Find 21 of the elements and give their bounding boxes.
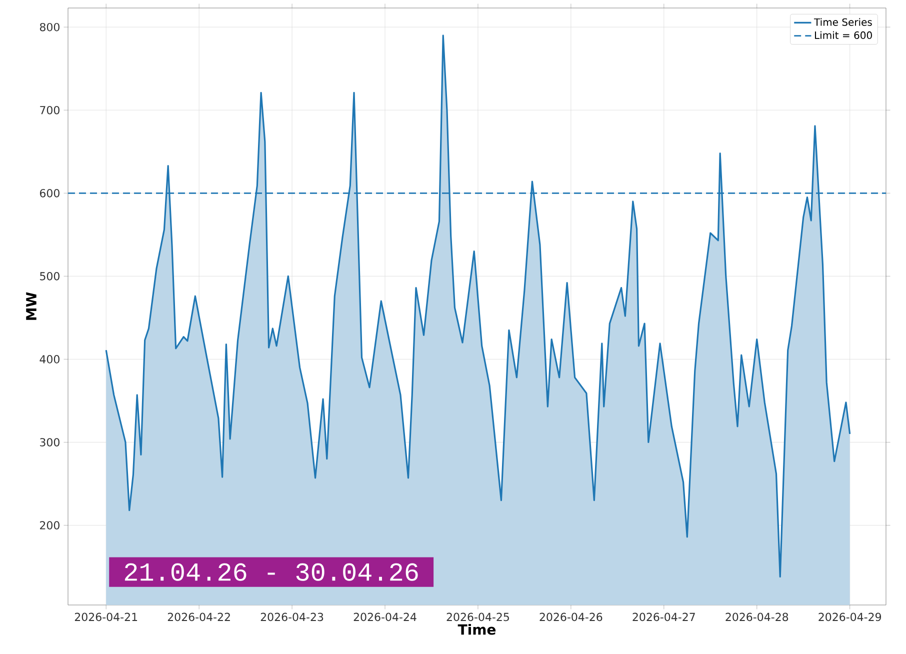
y-tick-label: 800 <box>40 22 60 32</box>
x-tick-label: 2026-04-26 <box>540 612 602 622</box>
y-axis-title: MW <box>26 292 36 320</box>
x-tick-label: 2026-04-27 <box>632 612 695 622</box>
legend-label: Limit = 600 <box>814 31 872 39</box>
y-tick-label: 500 <box>40 272 60 280</box>
x-tick-label: 2026-04-29 <box>818 612 882 622</box>
y-tick-label: 300 <box>40 438 60 446</box>
x-tick-label: 2026-04-24 <box>354 612 416 622</box>
x-tick-label: 2026-04-21 <box>74 612 138 622</box>
x-tick-label: 2026-04-23 <box>260 612 324 622</box>
y-tick-label: 200 <box>40 521 60 530</box>
y-tick-label: 400 <box>40 355 60 364</box>
x-tick-label: 2026-04-25 <box>446 612 509 622</box>
x-axis-title: Time <box>458 624 496 635</box>
annotation: 21.04.26 - 30.04.26 <box>124 563 418 581</box>
x-tick-label: 2026-04-22 <box>168 612 230 622</box>
x-tick-label: 2026-04-28 <box>726 612 788 622</box>
y-tick-label: 600 <box>40 189 60 198</box>
y-tick-label: 700 <box>40 106 60 114</box>
legend-label: Time Series <box>814 18 872 26</box>
